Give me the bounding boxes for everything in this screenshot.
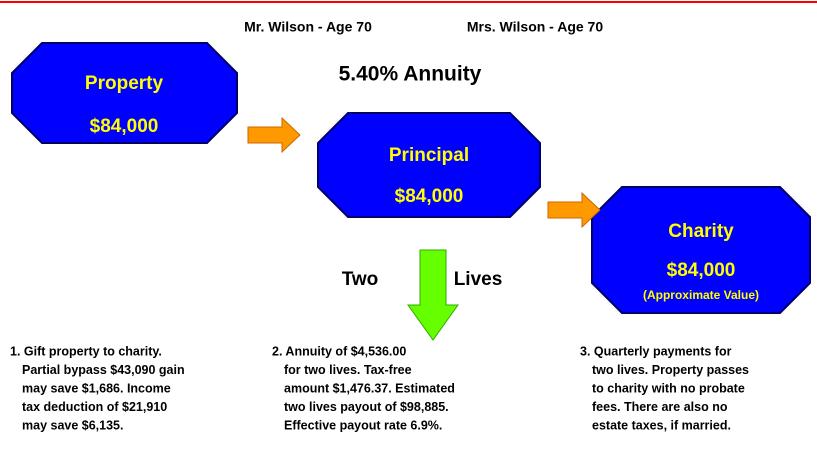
arrow-label: Lives bbox=[454, 269, 503, 290]
person-1: Mr. Wilson - Age 70 bbox=[244, 19, 372, 35]
note-line: 2. Annuity of $4,536.00 bbox=[272, 344, 406, 358]
arrow-label: Two bbox=[342, 269, 379, 290]
box-amount: $84,000 bbox=[90, 116, 159, 137]
box-label: Property bbox=[85, 73, 164, 94]
box-note: (Approximate Value) bbox=[643, 288, 759, 302]
note-line: two lives. Property passes bbox=[592, 363, 749, 377]
note-line: estate taxes, if married. bbox=[592, 418, 731, 432]
box-amount: $84,000 bbox=[395, 186, 464, 207]
notes: 1. Gift property to charity. Partial bypa… bbox=[10, 344, 749, 432]
charity-box bbox=[591, 186, 811, 314]
note-line: may save $6,135. bbox=[22, 418, 123, 432]
arrow bbox=[547, 191, 601, 229]
person-2: Mrs. Wilson - Age 70 bbox=[467, 19, 603, 35]
down-arrow bbox=[407, 249, 459, 341]
note-line: Effective payout rate 6.9%. bbox=[284, 418, 442, 432]
note-line: tax deduction of $21,910 bbox=[22, 400, 167, 414]
note-line: for two lives. Tax-free bbox=[284, 363, 412, 377]
property-box bbox=[11, 42, 238, 144]
principal-box bbox=[317, 112, 541, 218]
note-line: amount $1,476.37. Estimated bbox=[284, 381, 455, 395]
note-line: 1. Gift property to charity. bbox=[10, 344, 162, 358]
note-line: fees. There are also no bbox=[592, 400, 728, 414]
note-line: to charity with no probate bbox=[592, 381, 745, 395]
note-line: Partial bypass $43,090 gain bbox=[22, 363, 185, 377]
note-line: 3. Quarterly payments for bbox=[580, 344, 732, 358]
box-amount: $84,000 bbox=[667, 260, 736, 281]
box-label: Principal bbox=[389, 145, 469, 166]
note-line: two lives payout of $98,885. bbox=[284, 400, 449, 414]
note-line: may save $1,686. Income bbox=[22, 381, 171, 395]
arrow bbox=[247, 116, 301, 154]
title: 5.40% Annuity bbox=[339, 63, 482, 86]
box-label: Charity bbox=[668, 221, 734, 242]
